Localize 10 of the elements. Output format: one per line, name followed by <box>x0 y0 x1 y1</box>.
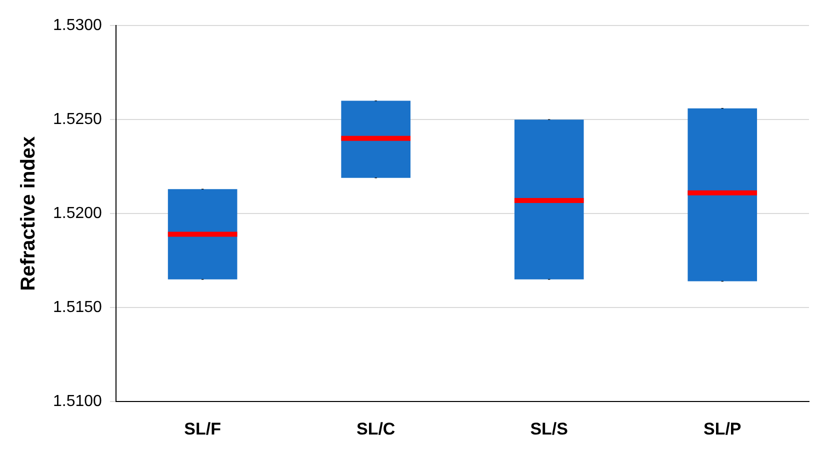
y-tick-label: 1.5150 <box>53 299 102 316</box>
x-tick-label: SL/C <box>356 419 396 438</box>
x-tick-label: SL/P <box>703 419 742 438</box>
x-tick-label: SL/S <box>530 419 568 438</box>
y-axis-title: Refractive index <box>18 136 40 291</box>
y-tick-label: 1.5250 <box>53 111 102 128</box>
y-tick-label: 1.5300 <box>53 17 102 34</box>
y-tick-label: 1.5100 <box>53 393 102 410</box>
y-tick-label: 1.5200 <box>53 205 102 222</box>
x-tick-label: SL/F <box>184 419 221 438</box>
